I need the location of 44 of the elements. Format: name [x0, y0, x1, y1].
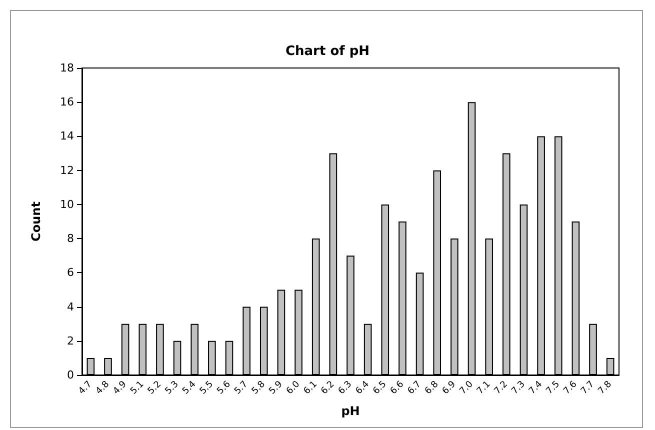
x-tick-label: 7.0 — [458, 379, 476, 397]
x-tick-label: 7.7 — [579, 379, 597, 397]
x-tick-label: 5.6 — [216, 379, 233, 397]
y-tick-label: 14 — [60, 130, 74, 143]
x-tick-label: 6.2 — [320, 379, 337, 397]
y-tick-label: 16 — [60, 96, 74, 109]
x-tick-label: 5.9 — [268, 379, 285, 397]
x-tick-label: 6.5 — [372, 379, 389, 397]
x-tick-label: 7.8 — [596, 379, 614, 397]
x-tick-label: 7.5 — [544, 379, 562, 397]
x-tick-label: 6.9 — [440, 379, 458, 397]
x-tick-label: 6.0 — [284, 379, 302, 397]
y-tick-label: 0 — [67, 368, 74, 382]
y-tick-label: 10 — [60, 198, 74, 211]
x-tick-label: 5.1 — [128, 379, 146, 397]
x-tick-label: 4.7 — [77, 379, 94, 397]
x-axis-title: pH — [341, 404, 360, 418]
x-tick-label: 5.8 — [250, 379, 268, 397]
x-tick-label: 7.4 — [527, 379, 545, 397]
y-tick-label: 4 — [67, 300, 74, 314]
y-tick-label: 18 — [60, 62, 74, 74]
chart-title: Chart of pH — [285, 44, 370, 59]
x-tick-label: 6.3 — [336, 379, 354, 397]
x-tick-label: 7.2 — [492, 379, 510, 397]
y-axis-title: Count — [29, 201, 43, 242]
x-tick-label: 5.2 — [146, 379, 164, 397]
y-tick-label: 6 — [67, 266, 74, 280]
x-tick-label: 5.3 — [164, 379, 181, 397]
x-tick-label: 7.3 — [510, 379, 528, 397]
x-tick-label: 4.9 — [112, 379, 130, 397]
y-tick-label: 12 — [60, 164, 74, 177]
x-tick-label: 7.6 — [562, 379, 580, 397]
x-tick-label: 5.5 — [198, 379, 216, 397]
y-tick-label: 8 — [67, 232, 74, 246]
x-tick-label: 6.7 — [406, 379, 424, 397]
x-tick-label: 4.8 — [94, 379, 112, 397]
x-tick-label: 6.4 — [354, 379, 372, 397]
y-tick-label: 2 — [67, 334, 74, 348]
x-tick-label: 6.6 — [388, 379, 406, 397]
x-tick-label: 6.1 — [302, 379, 320, 397]
x-tick-label: 7.1 — [475, 379, 493, 397]
x-tick-label: 5.4 — [180, 379, 198, 397]
x-tick-label: 6.8 — [423, 379, 441, 397]
x-tick-label: 5.7 — [232, 379, 250, 397]
